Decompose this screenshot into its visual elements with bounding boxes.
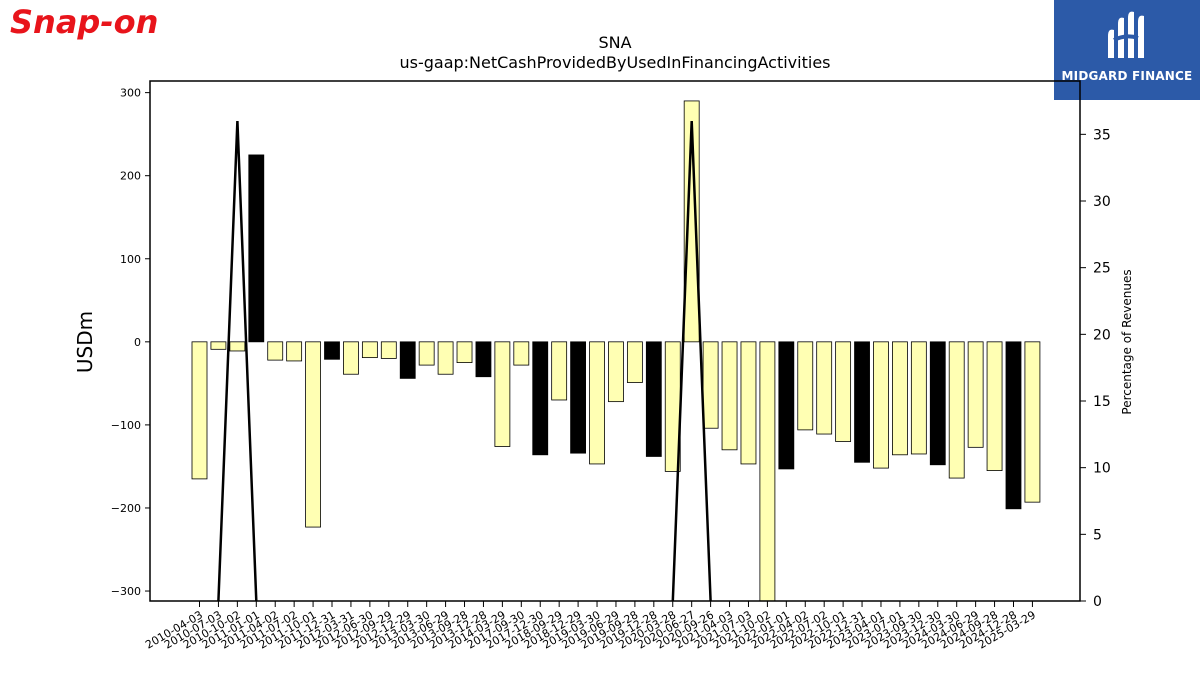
bar-2010-10-02 [229, 341, 246, 352]
bar-2018-12-29 [570, 341, 586, 454]
bar-2023-12-30 [929, 341, 946, 466]
bar-2022-01-01 [778, 341, 795, 470]
bar-2012-09-29 [380, 341, 397, 359]
y2-tick-label: 30 [1093, 194, 1111, 210]
y2-tick-label: 35 [1093, 127, 1111, 143]
bar-2019-09-28 [626, 341, 643, 383]
y-axis-label: USDm [73, 311, 97, 373]
midgard-logo-icon [1108, 11, 1144, 59]
percentage-line [217, 120, 258, 602]
bar-2017-12-30 [532, 341, 549, 456]
bar-2024-03-30 [948, 341, 965, 479]
y2-tick-label: 25 [1093, 261, 1111, 277]
left-axis: 300 200 100 0 −100 −200 −300 [111, 87, 150, 598]
bar-2011-04-02 [267, 341, 284, 361]
bar-2024-06-29 [967, 341, 984, 448]
y2-axis-label: Percentage of Revenues [1120, 269, 1134, 414]
bar-2010-04-03 [191, 341, 208, 480]
snap-on-logo-text: Snap-on [10, 3, 158, 41]
y-tick-label: −100 [111, 419, 141, 432]
y2-tick-label: 15 [1093, 394, 1111, 410]
bar-2011-12-31 [324, 341, 340, 360]
bar-2017-09-30 [513, 341, 530, 366]
bar-2019-12-28 [645, 341, 662, 457]
bar-2013-09-28 [456, 341, 473, 363]
bar-2022-07-02 [816, 341, 833, 435]
y2-tick-label: 20 [1093, 327, 1111, 343]
bar-2025-03-29 [1024, 341, 1041, 503]
chart-title: SNA [598, 33, 631, 52]
bar-2012-12-29 [399, 341, 416, 379]
bar-2019-03-30 [589, 341, 605, 465]
bar-2020-06-27 [683, 100, 700, 343]
y2-tick-label: 5 [1093, 527, 1102, 543]
badge-text: MIDGARD FINANCE [1061, 69, 1193, 83]
bar-2020-09-26 [702, 341, 719, 429]
bar-2021-04-03 [721, 341, 738, 451]
y2-tick-label: 10 [1093, 461, 1111, 477]
bar-2019-06-29 [608, 341, 624, 403]
bars-group [191, 100, 1041, 602]
bar-2023-07-01 [892, 341, 908, 456]
bar-2010-07-03 [210, 341, 227, 350]
bar-2011-10-01 [305, 341, 321, 528]
bar-2022-10-01 [835, 341, 852, 442]
plot-frame [149, 80, 1081, 602]
bar-2024-09-28 [986, 341, 1003, 471]
chart-subtitle: us-gaap:NetCashProvidedByUsedInFinancing… [399, 53, 830, 72]
midgard-finance-badge: MIDGARD FINANCE [1054, 0, 1200, 100]
bar-2024-12-28 [1005, 341, 1022, 510]
bar-2012-03-31 [343, 341, 359, 375]
x-axis: 2010-04-032010-07-032010-10-022011-01-01… [143, 601, 1038, 652]
y-tick-label: 200 [120, 170, 141, 183]
bar-2011-01-01 [248, 154, 265, 343]
bar-2011-07-02 [286, 341, 303, 362]
right-axis: 0 5 10 15 20 25 30 35 [1080, 127, 1111, 610]
bar-2018-09-29 [551, 341, 568, 401]
bar-2022-04-02 [797, 341, 814, 431]
bar-2022-12-31 [854, 341, 870, 463]
y-tick-label: −200 [111, 502, 141, 515]
bar-2021-07-03 [740, 341, 757, 465]
y-tick-label: 0 [134, 336, 141, 349]
y-tick-label: 100 [120, 253, 141, 266]
y-tick-label: 300 [120, 87, 141, 100]
snap-on-logo: Snap-on [10, 3, 158, 41]
y-tick-label: −300 [111, 585, 141, 598]
bar-2013-03-30 [418, 341, 435, 366]
bar-2023-09-30 [910, 341, 927, 455]
bar-2013-06-29 [437, 341, 454, 375]
bar-2021-10-02 [759, 341, 776, 602]
bar-2013-12-28 [475, 341, 492, 378]
bar-2012-06-30 [361, 341, 378, 359]
bar-2023-04-01 [873, 341, 889, 469]
percentage-line-group [217, 120, 712, 602]
y2-tick-label: 0 [1093, 594, 1102, 610]
percentage-line [671, 120, 712, 602]
bar-2014-03-29 [494, 341, 511, 447]
